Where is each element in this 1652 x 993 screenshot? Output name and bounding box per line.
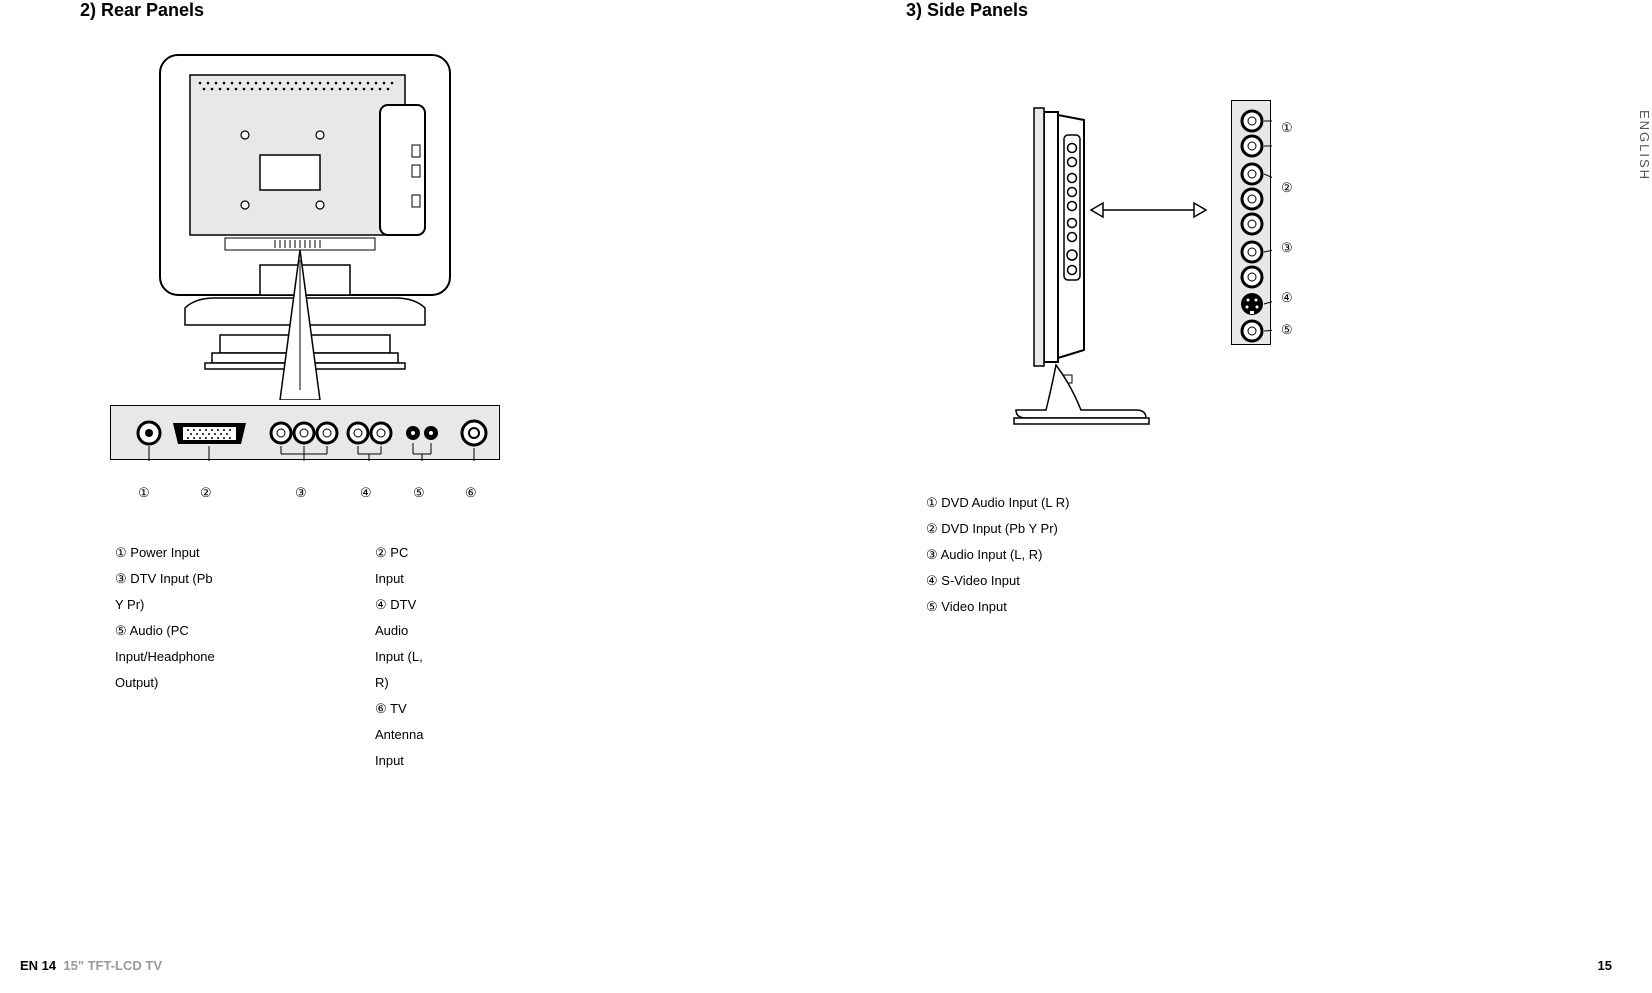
label-5: ⑤: [413, 485, 425, 501]
legend-item: ⑤ Audio (PC Input/Headphone Output): [115, 618, 215, 696]
side-label-4: ④: [1281, 290, 1293, 306]
legend-item: ② PC Input: [375, 540, 423, 592]
side-tv-diagram: [1006, 100, 1226, 450]
label-3: ③: [295, 485, 307, 501]
label-4: ④: [360, 485, 372, 501]
label-1: ①: [138, 485, 150, 501]
side-connector-strip: [1231, 100, 1271, 345]
legend-item: ③ DTV Input (Pb Y Pr): [115, 566, 215, 618]
legend-item: ① DVD Audio Input (L R): [926, 490, 1069, 516]
legend-item: ② DVD Input (Pb Y Pr): [926, 516, 1069, 542]
legend-item: ⑥ TV Antenna Input: [375, 696, 423, 774]
rear-tv-diagram: [150, 50, 460, 400]
footer-right: 15: [1598, 958, 1612, 973]
right-page: 3) Side Panels: [826, 0, 1652, 993]
legend-item: ④ S-Video Input: [926, 568, 1069, 594]
footer-left: EN 14 15" TFT-LCD TV: [20, 958, 162, 973]
legend-item: ④ DTV Audio Input (L, R): [375, 592, 423, 696]
side-label-5: ⑤: [1281, 322, 1293, 338]
label-6: ⑥: [465, 485, 477, 501]
left-page: 2) Rear Panels: [0, 0, 826, 993]
side-panels-title: 3) Side Panels: [906, 0, 1028, 21]
language-tab: ENGLISH: [1637, 110, 1652, 181]
label-2: ②: [200, 485, 212, 501]
side-label-2: ②: [1281, 180, 1293, 196]
legend-item: ① Power Input: [115, 540, 215, 566]
legend-item: ⑤ Video Input: [926, 594, 1069, 620]
side-legend: ① DVD Audio Input (L R) ② DVD Input (Pb …: [926, 490, 1069, 620]
rear-connector-strip: [110, 405, 500, 460]
side-label-1: ①: [1281, 120, 1293, 136]
side-label-3: ③: [1281, 240, 1293, 256]
legend-item: ③ Audio Input (L, R): [926, 542, 1069, 568]
rear-panels-title: 2) Rear Panels: [80, 0, 204, 21]
